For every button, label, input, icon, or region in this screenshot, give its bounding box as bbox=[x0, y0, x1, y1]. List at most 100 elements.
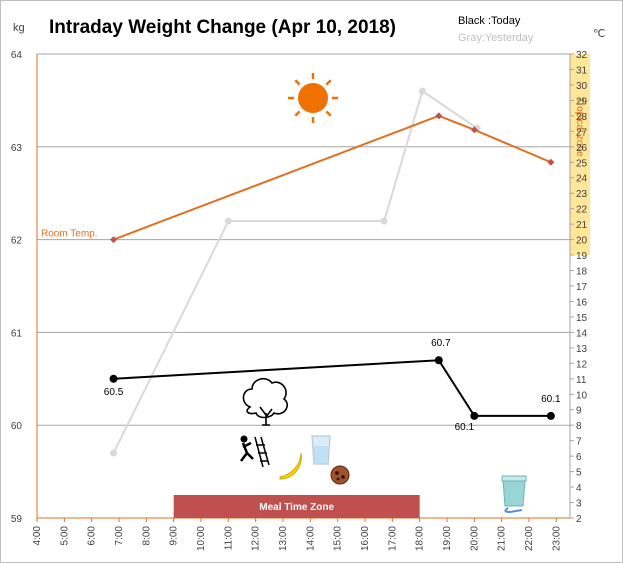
x-tick-label: 8:00 bbox=[141, 526, 152, 546]
right-tick-label: 24 bbox=[576, 174, 588, 185]
room-temp-label: Room Temp. bbox=[41, 229, 98, 240]
left-axis: 59 60 61 62 63 64 bbox=[11, 50, 38, 525]
right-axis: 2345678910111213141516171819202122232425… bbox=[569, 50, 588, 525]
x-tick-label: 4:00 bbox=[32, 526, 43, 546]
data-label-today: 60.5 bbox=[104, 387, 124, 398]
point-room-temp bbox=[470, 126, 478, 134]
series-line-room-temp bbox=[113, 114, 552, 241]
point-today bbox=[434, 356, 443, 365]
exercise-icon bbox=[240, 435, 270, 468]
data-label-today: 60.1 bbox=[541, 394, 561, 405]
banana-icon bbox=[279, 452, 302, 480]
right-tick-label: 4 bbox=[576, 483, 582, 494]
cookie-icon bbox=[330, 465, 350, 485]
right-tick-label: 2 bbox=[576, 514, 582, 525]
right-tick-label: 9 bbox=[576, 406, 582, 417]
x-tick-label: 10:00 bbox=[196, 526, 207, 551]
legend-yesterday: Gray:Yesterday bbox=[458, 32, 534, 44]
point-room-temp bbox=[110, 236, 118, 244]
right-tick-label: 13 bbox=[576, 344, 588, 355]
left-tick-label: 61 bbox=[11, 328, 23, 339]
chart-title: Intraday Weight Change (Apr 10, 2018) bbox=[49, 17, 396, 38]
x-tick-label: 19:00 bbox=[442, 526, 453, 551]
x-tick-label: 23:00 bbox=[551, 526, 562, 551]
right-tick-label: 8 bbox=[576, 421, 582, 432]
meal-time-zone-band bbox=[173, 495, 420, 518]
point-yesterday bbox=[110, 449, 118, 457]
x-tick-label: 12:00 bbox=[251, 526, 262, 551]
series-line-today bbox=[113, 359, 551, 417]
right-tick-label: 12 bbox=[576, 359, 588, 370]
point-today bbox=[109, 374, 118, 383]
x-tick-label: 5:00 bbox=[59, 526, 70, 546]
x-tick-label: 15:00 bbox=[333, 526, 344, 551]
tropical-zone-band bbox=[570, 54, 590, 256]
meal-time-zone-label: Meal Time Zone bbox=[259, 502, 334, 513]
right-tick-label: 5 bbox=[576, 468, 582, 479]
x-tick-label: 11:00 bbox=[223, 526, 234, 551]
series-layer: 60.5 60.7 60.1 60.1 bbox=[104, 87, 561, 457]
point-yesterday bbox=[380, 217, 388, 225]
data-label-today: 60.7 bbox=[431, 338, 451, 349]
point-today bbox=[546, 411, 555, 420]
right-tick-label: 23 bbox=[576, 189, 588, 200]
point-yesterday bbox=[418, 87, 426, 95]
x-tick-label: 17:00 bbox=[387, 526, 398, 551]
right-tick-label: 10 bbox=[576, 390, 588, 401]
right-tick-label: 3 bbox=[576, 499, 582, 510]
right-tick-label: 15 bbox=[576, 313, 588, 324]
sun-icon bbox=[288, 73, 338, 123]
x-tick-label: 20:00 bbox=[469, 526, 480, 551]
right-tick-label: 27 bbox=[576, 127, 588, 138]
right-axis-unit: ℃ bbox=[593, 28, 605, 40]
series-line-yesterday bbox=[112, 89, 478, 454]
x-tick-label: 18:00 bbox=[415, 526, 426, 551]
x-tick-label: 16:00 bbox=[360, 526, 371, 551]
x-tick-label: 6:00 bbox=[87, 526, 98, 546]
right-tick-label: 30 bbox=[576, 81, 588, 92]
right-tick-label: 17 bbox=[576, 282, 588, 293]
right-tick-label: 20 bbox=[576, 236, 588, 247]
water-glass-icon bbox=[311, 435, 331, 465]
right-tick-label: 6 bbox=[576, 452, 582, 463]
right-tick-label: 11 bbox=[576, 375, 587, 386]
right-tick-label: 29 bbox=[576, 96, 588, 107]
tree-icon bbox=[242, 377, 289, 426]
yogurt-icon bbox=[501, 475, 527, 514]
x-axis: 4:00 5:00 6:00 7:00 8:00 9:00 10:00 11:00 12:00 1… bbox=[32, 517, 570, 551]
right-tick-label: 16 bbox=[576, 297, 588, 308]
right-tick-label: 21 bbox=[576, 220, 588, 231]
point-yesterday bbox=[224, 217, 232, 225]
right-tick-label: 28 bbox=[576, 112, 588, 123]
right-tick-label: 7 bbox=[576, 437, 582, 448]
right-tick-label: 14 bbox=[576, 328, 588, 339]
right-tick-label: 25 bbox=[576, 158, 588, 169]
x-tick-label: 13:00 bbox=[278, 526, 289, 551]
point-room-temp bbox=[547, 158, 555, 166]
x-tick-label: 9:00 bbox=[169, 526, 180, 546]
right-tick-label: 31 bbox=[576, 65, 588, 76]
data-label-today: 60.1 bbox=[455, 422, 475, 433]
right-tick-label: 32 bbox=[576, 50, 588, 61]
x-tick-label: 7:00 bbox=[114, 526, 125, 546]
right-tick-label: 19 bbox=[576, 251, 588, 262]
left-tick-label: 59 bbox=[11, 514, 23, 525]
left-tick-label: 60 bbox=[11, 421, 23, 432]
tropical-zone-label: Tropical zone bbox=[574, 97, 585, 157]
x-tick-label: 22:00 bbox=[524, 526, 535, 551]
x-tick-label: 21:00 bbox=[497, 526, 508, 551]
right-tick-label: 18 bbox=[576, 267, 588, 278]
left-tick-label: 63 bbox=[11, 143, 23, 154]
right-tick-label: 26 bbox=[576, 143, 588, 154]
right-tick-label: 22 bbox=[576, 205, 588, 216]
left-tick-label: 64 bbox=[11, 50, 23, 61]
x-tick-label: 14:00 bbox=[305, 526, 316, 551]
point-room-temp bbox=[435, 112, 443, 120]
gridlines bbox=[37, 53, 570, 519]
legend-today: Black :Today bbox=[458, 15, 521, 27]
left-tick-label: 62 bbox=[11, 236, 23, 247]
point-today bbox=[470, 411, 479, 420]
left-axis-unit: kg bbox=[13, 22, 25, 34]
